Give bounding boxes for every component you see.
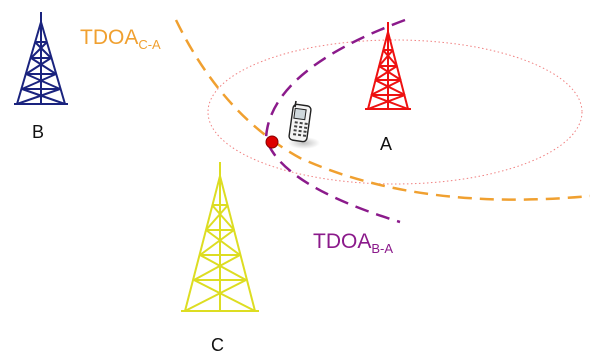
tdoa-ba-label: TDOAB-A (313, 230, 393, 256)
coverage-ellipse (207, 39, 583, 185)
tdoa-ca-curve (174, 19, 590, 201)
tower-b-icon (14, 12, 68, 105)
mobile-phone-icon (288, 100, 320, 149)
tower-c-icon (181, 162, 259, 312)
tdoa-ca-label-sub: C-A (138, 37, 161, 52)
tdoa-ca-label: TDOAC-A (80, 26, 161, 52)
tdoa-ba-label-main: TDOA (313, 230, 371, 253)
intersection-point (265, 135, 279, 149)
tdoa-ca-label-main: TDOA (80, 26, 138, 49)
tower-c-label: C (211, 335, 224, 355)
tdoa-ba-label-sub: B-A (371, 241, 393, 256)
tower-a-label: A (380, 134, 392, 154)
tower-a-icon (365, 22, 411, 110)
tower-b-label: B (32, 122, 44, 142)
tdoa-ba-curve (264, 18, 406, 224)
